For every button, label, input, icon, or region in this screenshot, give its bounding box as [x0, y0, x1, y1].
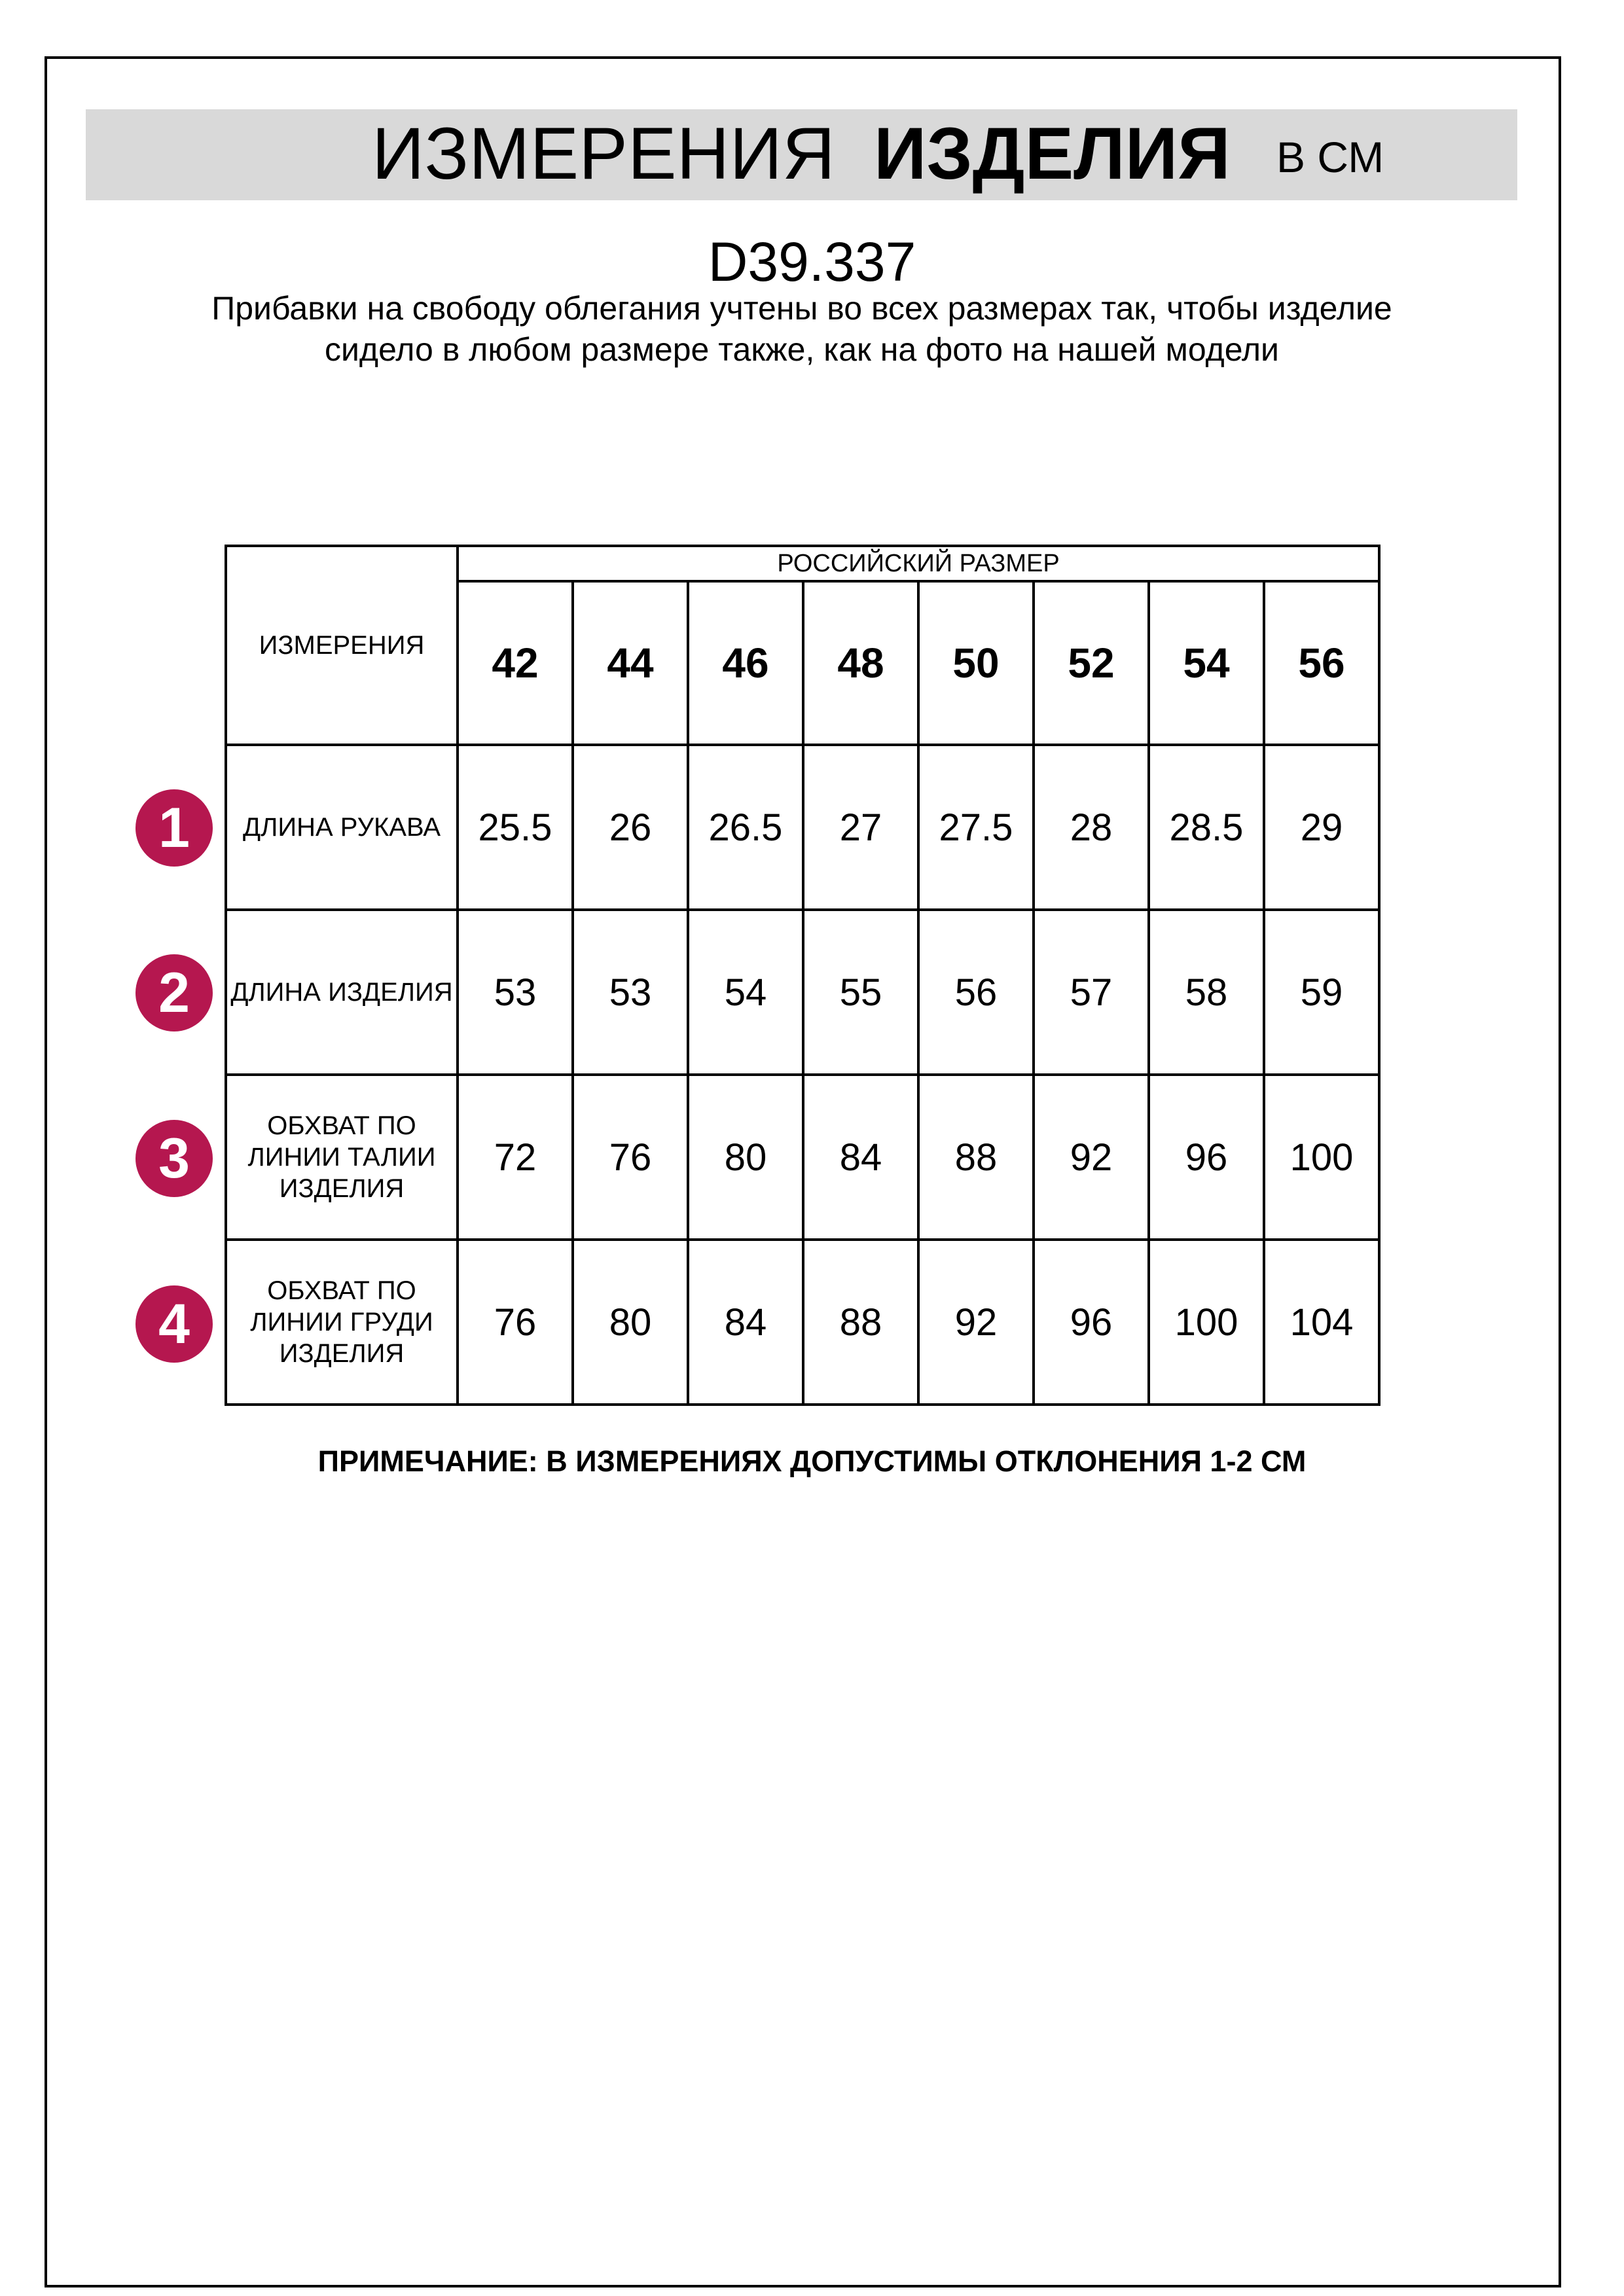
size-header: 52 — [1032, 580, 1150, 746]
measurement-label: ДЛИНА ИЗДЕЛИЯ — [225, 908, 459, 1076]
value-cell: 28.5 — [1147, 744, 1265, 911]
value-cell: 80 — [687, 1073, 804, 1241]
value-cell: 88 — [802, 1238, 920, 1406]
size-header: 42 — [456, 580, 574, 746]
value-cell: 28 — [1032, 744, 1150, 911]
value-cell: 53 — [456, 908, 574, 1076]
value-cell: 26.5 — [687, 744, 804, 911]
value-cell: 88 — [917, 1073, 1035, 1241]
measurement-label: ОБХВАТ ПО ЛИНИИ ТАЛИИ ИЗДЕЛИЯ — [225, 1073, 459, 1241]
value-cell: 26 — [571, 744, 689, 911]
value-cell: 55 — [802, 908, 920, 1076]
description: Прибавки на свободу облегания учтены во … — [211, 290, 1392, 368]
value-cell: 96 — [1147, 1073, 1265, 1241]
value-cell: 56 — [917, 908, 1035, 1076]
value-cell: 100 — [1147, 1238, 1265, 1406]
size-header-row: 42 44 46 48 50 52 54 56 — [226, 580, 1380, 746]
value-cell: 58 — [1147, 908, 1265, 1076]
size-header: 54 — [1147, 580, 1265, 746]
table-row: ОБХВАТ ПО ЛИНИИ ТАЛИИ ИЗДЕЛИЯ 72 76 80 84 88 9… — [225, 1073, 1380, 1241]
header-bar — [86, 109, 1517, 200]
value-cell: 104 — [1263, 1238, 1380, 1406]
size-header: 46 — [687, 580, 804, 746]
value-cell: 27 — [802, 744, 920, 911]
size-header: 50 — [917, 580, 1035, 746]
value-cell: 59 — [1263, 908, 1380, 1076]
value-cell: 80 — [571, 1238, 689, 1406]
row-number-badge: 4 — [135, 1285, 213, 1363]
row-number-badge: 1 — [135, 789, 213, 867]
product-code: D39.337 — [708, 231, 916, 293]
value-cell: 29 — [1263, 744, 1380, 911]
value-cell: 25.5 — [456, 744, 574, 911]
table-row: ДЛИНА ИЗДЕЛИЯ 53 53 54 55 56 57 58 59 — [225, 908, 1380, 1076]
size-header: 48 — [802, 580, 920, 746]
note: ПРИМЕЧАНИЕ: В ИЗМЕРЕНИЯХ ДОПУСТИМЫ ОТКЛО… — [317, 1444, 1307, 1478]
value-cell: 92 — [1032, 1073, 1150, 1241]
title-product: ИЗДЕЛИЯ — [874, 113, 1231, 194]
table-row: ДЛИНА РУКАВА 25.5 26 26.5 27 27.5 28 28.5 29 — [225, 744, 1380, 911]
value-cell: 76 — [456, 1238, 574, 1406]
value-cell: 84 — [687, 1238, 804, 1406]
title-measurements: ИЗМЕРЕНИЯ — [372, 113, 835, 194]
row-number-badge: 3 — [135, 1120, 213, 1197]
size-header: 56 — [1263, 580, 1380, 746]
measurement-label: ДЛИНА РУКАВА — [225, 744, 459, 911]
page-frame — [45, 56, 1561, 2287]
table-row: ОБХВАТ ПО ЛИНИИ ГРУДИ ИЗДЕЛИЯ 76 80 84 88 92 9… — [225, 1238, 1380, 1406]
value-cell: 72 — [456, 1073, 574, 1241]
value-cell: 54 — [687, 908, 804, 1076]
size-table: ИЗМЕРЕНИЯ РОССИЙСКИЙ РАЗМЕР 42 44 46 48 50 52… — [225, 545, 1380, 1406]
value-cell: 76 — [571, 1073, 689, 1241]
value-cell: 84 — [802, 1073, 920, 1241]
measurement-label: ОБХВАТ ПО ЛИНИИ ГРУДИ ИЗДЕЛИЯ — [225, 1238, 459, 1406]
value-cell: 27.5 — [917, 744, 1035, 911]
size-header: 44 — [571, 580, 689, 746]
value-cell: 92 — [917, 1238, 1035, 1406]
value-cell: 96 — [1032, 1238, 1150, 1406]
size-group-header: РОССИЙСКИЙ РАЗМЕР — [456, 545, 1380, 583]
measurements-header: ИЗМЕРЕНИЯ — [225, 545, 459, 746]
value-cell: 100 — [1263, 1073, 1380, 1241]
row-number-badge: 2 — [135, 954, 213, 1031]
title-unit: В СМ — [1276, 133, 1384, 181]
value-cell: 53 — [571, 908, 689, 1076]
value-cell: 57 — [1032, 908, 1150, 1076]
